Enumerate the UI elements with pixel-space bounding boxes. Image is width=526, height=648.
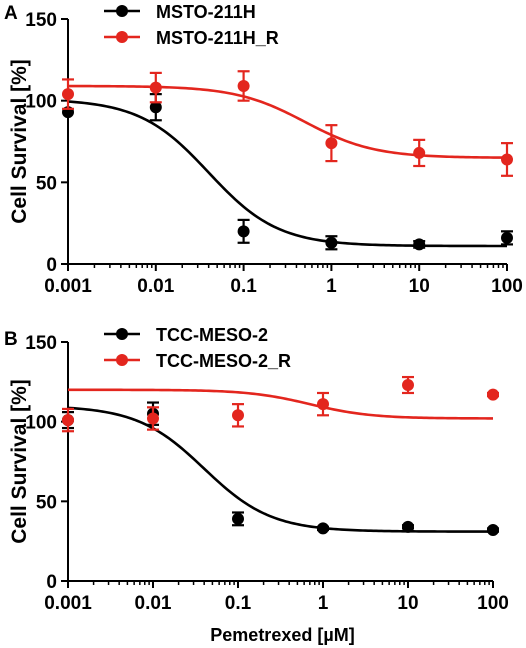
x-tick-label: 0.01 [135,593,172,614]
data-point [325,236,338,249]
data-point [237,79,250,92]
y-tick-label: 150 [25,10,57,31]
data-point [149,101,162,114]
legend-marker [116,31,128,43]
fit-curve [67,84,508,159]
legend-entry: MSTO-211H_R [104,28,279,48]
y-tick-label: 100 [25,92,57,113]
data-point [487,524,499,537]
data-point [487,388,499,401]
data-point [237,225,250,238]
y-axis-label: Cell Survival [%] [8,379,31,544]
y-tick-label: 0 [46,255,57,276]
fit-curve [67,100,508,248]
x-axis-label: Pemetrexed [µM] [210,625,354,645]
data-point [402,379,414,392]
data-point [232,512,244,525]
data-point [232,409,244,422]
data-point [317,522,329,535]
data-point [325,137,338,150]
panel-letter: B [4,329,18,350]
data-point [413,146,426,159]
data-point [317,398,329,411]
data-point [402,520,414,533]
data-point [62,414,74,427]
x-tick-label: 100 [477,593,509,614]
x-tick-label: 0.1 [225,593,252,614]
fit-curve [68,388,494,420]
legend-label: MSTO-211H [156,2,256,22]
y-tick-label: 50 [36,173,57,194]
data-point [147,412,159,425]
series-resistant [62,375,499,433]
x-tick-label: 0.001 [44,276,92,297]
legend-entry: MSTO-211H [104,2,256,22]
x-tick-label: 0.1 [230,276,257,297]
data-point [62,88,74,101]
series-parental [62,93,513,251]
y-tick-label: 150 [25,333,57,354]
legend-entry: TCC-MESO-2_R [104,351,291,371]
x-tick-label: 10 [397,593,418,614]
legend-label: MSTO-211H_R [156,28,279,48]
y-tick-label: 0 [46,572,57,593]
data-point [413,238,426,251]
x-tick-label: 0.01 [137,276,174,297]
data-point [501,231,513,244]
data-point [149,81,162,94]
fit-curve [67,406,493,533]
legend-marker [116,354,128,366]
data-point [501,153,513,166]
legend-label: TCC-MESO-2 [156,325,268,345]
y-tick-label: 100 [25,413,57,434]
legend-marker [116,328,128,340]
x-tick-label: 1 [318,593,329,614]
series-parental [62,401,499,537]
series-resistant [62,70,513,177]
legend-marker [116,5,128,17]
legend-entry: TCC-MESO-2 [104,325,268,345]
panel-letter: A [4,3,18,24]
legend-label: TCC-MESO-2_R [156,351,291,371]
y-axis-label: Cell Survival [%] [8,59,31,224]
x-tick-label: 10 [409,276,430,297]
y-tick-label: 50 [36,492,57,513]
x-tick-label: 100 [491,276,523,297]
x-tick-label: 1 [326,276,337,297]
x-tick-label: 0.001 [44,593,92,614]
